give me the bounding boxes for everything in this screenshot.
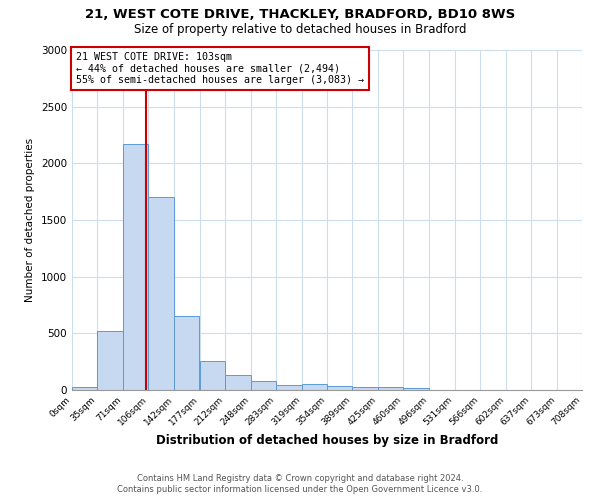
- Bar: [302, 384, 327, 390]
- Bar: [403, 388, 429, 390]
- Bar: [199, 361, 225, 390]
- X-axis label: Distribution of detached houses by size in Bradford: Distribution of detached houses by size …: [156, 434, 498, 447]
- Bar: [225, 376, 251, 390]
- Text: Contains HM Land Registry data © Crown copyright and database right 2024.
Contai: Contains HM Land Registry data © Crown c…: [118, 474, 482, 494]
- Text: 21 WEST COTE DRIVE: 103sqm
← 44% of detached houses are smaller (2,494)
55% of s: 21 WEST COTE DRIVE: 103sqm ← 44% of deta…: [76, 52, 364, 86]
- Bar: [352, 386, 378, 390]
- Bar: [148, 198, 174, 390]
- Bar: [327, 386, 352, 390]
- Text: Size of property relative to detached houses in Bradford: Size of property relative to detached ho…: [134, 22, 466, 36]
- Bar: [276, 386, 302, 390]
- Bar: [378, 387, 403, 390]
- Y-axis label: Number of detached properties: Number of detached properties: [25, 138, 35, 302]
- Bar: [174, 316, 199, 390]
- Bar: [123, 144, 148, 390]
- Text: 21, WEST COTE DRIVE, THACKLEY, BRADFORD, BD10 8WS: 21, WEST COTE DRIVE, THACKLEY, BRADFORD,…: [85, 8, 515, 20]
- Bar: [72, 386, 97, 390]
- Bar: [251, 381, 276, 390]
- Bar: [97, 331, 123, 390]
